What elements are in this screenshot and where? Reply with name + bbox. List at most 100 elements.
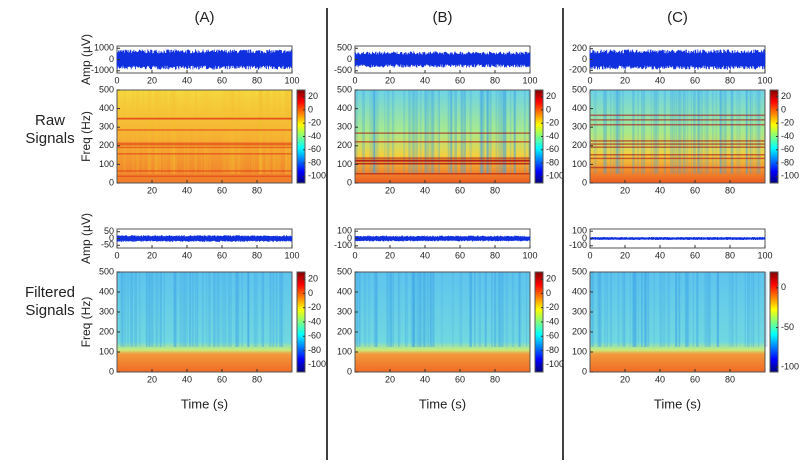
signal-trace: [116, 49, 293, 70]
spectrogram-texture: [201, 90, 203, 174]
spectrogram-texture: [673, 90, 676, 174]
y-tick-label: 400: [572, 286, 587, 296]
column-label: (C): [667, 9, 688, 26]
spectrogram-texture: [755, 90, 759, 174]
x-tick-label: 80: [725, 75, 735, 85]
spectrogram-texture: [717, 272, 719, 347]
spectrogram-texture: [474, 272, 476, 347]
y-tick-label: 0: [347, 233, 352, 243]
spectrogram-texture: [253, 90, 255, 174]
colorbar-tick-label: -50: [781, 322, 794, 332]
spectrogram-texture: [424, 90, 427, 174]
spectrogram-texture: [676, 90, 678, 174]
spectrogram-texture: [593, 90, 597, 174]
spectrogram-texture: [598, 272, 602, 347]
spectrogram-texture: [173, 272, 176, 347]
colorbar-tick-label: -80: [308, 157, 321, 167]
spectrogram-texture: [667, 272, 670, 347]
signal-trace: [354, 235, 531, 242]
spectrogram: [354, 271, 531, 373]
x-tick-label: 80: [490, 374, 500, 384]
x-tick-label: 20: [147, 75, 157, 85]
colorbar-tick-label: -60: [546, 144, 559, 154]
y-tick-label: -200: [569, 65, 587, 75]
spectrogram-texture: [228, 272, 231, 347]
spectrogram-texture: [616, 90, 618, 174]
spectrogram-texture: [172, 90, 175, 174]
x-tick-label: 80: [725, 185, 735, 195]
spectrogram-texture: [656, 90, 660, 174]
spectrogram-texture: [719, 90, 721, 174]
spectrogram-texture: [590, 166, 765, 169]
y-tick-label: 50: [104, 226, 114, 236]
x-tick-label: 80: [725, 374, 735, 384]
spectrogram-texture: [237, 272, 240, 347]
y-tick-label: 200: [337, 326, 352, 336]
spectrogram-texture: [590, 146, 765, 148]
spectrogram-texture: [623, 272, 626, 347]
spectrogram-texture: [203, 90, 207, 174]
x-tick-label: 40: [420, 75, 430, 85]
x-tick-label: 60: [217, 75, 227, 85]
spectrogram-texture: [712, 90, 714, 174]
spectrogram-texture: [371, 90, 375, 174]
spectrogram-texture: [419, 272, 421, 347]
spectrogram-texture: [637, 272, 640, 347]
spectrogram-texture: [213, 272, 215, 347]
spectrogram-texture: [704, 272, 707, 347]
spectrogram-texture: [355, 90, 358, 174]
spectrogram-texture: [376, 90, 379, 174]
spectrogram-texture: [281, 272, 284, 347]
spectrogram: [589, 271, 766, 373]
colorbar-tick-label: -60: [781, 144, 794, 154]
spectrogram-texture: [503, 90, 506, 174]
spectrogram-texture: [151, 272, 154, 347]
spectrogram-texture: [606, 272, 609, 347]
spectrogram-texture: [430, 90, 432, 174]
signal-trace: [589, 237, 766, 240]
spectrogram-texture: [641, 272, 644, 347]
plot-frame: [116, 271, 293, 373]
spectrogram-texture: [265, 90, 269, 174]
spectrogram-texture: [274, 90, 277, 174]
x-tick-label: 100: [284, 250, 299, 260]
spectrogram-texture: [513, 90, 517, 174]
spectrogram-texture: [731, 90, 733, 174]
spectrogram-texture: [604, 90, 608, 174]
spectrogram-texture: [686, 272, 690, 347]
colorbar-tick-label: -20: [546, 118, 559, 128]
spectrogram-texture: [644, 272, 647, 347]
spectrogram-texture: [221, 272, 225, 347]
x-tick-label: 20: [620, 185, 630, 195]
x-tick-label: 100: [522, 250, 537, 260]
colorbar-tick-label: -60: [546, 331, 559, 341]
spectrogram-texture: [752, 272, 755, 347]
spectrogram-texture: [610, 272, 612, 347]
colorbar-tick-label: 0: [781, 282, 786, 292]
spectrogram-texture: [262, 90, 265, 174]
spectrogram-texture: [517, 272, 521, 347]
y-tick-label: 100: [572, 346, 587, 356]
x-tick-label: 40: [182, 250, 192, 260]
x-tick-label: 0: [587, 75, 592, 85]
colorbar-tick-label: -60: [308, 144, 321, 154]
spectrogram-texture: [682, 90, 686, 174]
colorbar-tick-label: -40: [546, 131, 559, 141]
spectrogram-texture: [499, 272, 503, 347]
x-tick-label: 0: [114, 75, 119, 85]
spectrogram-texture: [194, 272, 198, 347]
spectrogram-texture: [259, 90, 262, 174]
x-tick-label: 20: [620, 250, 630, 260]
spectrogram-texture: [411, 272, 415, 347]
spectrogram-texture: [438, 90, 440, 174]
spectrogram-texture: [408, 90, 411, 174]
spectrogram-texture: [675, 272, 678, 347]
colorbar-tick-label: -20: [781, 118, 794, 128]
spectrogram-texture: [757, 90, 761, 174]
spectrogram-texture: [230, 90, 234, 174]
spectrogram-texture: [359, 272, 361, 347]
spectrogram-texture: [373, 90, 376, 174]
spectrogram-texture: [272, 90, 275, 174]
spectrogram-texture: [736, 90, 739, 174]
spectrogram-texture: [591, 272, 595, 347]
